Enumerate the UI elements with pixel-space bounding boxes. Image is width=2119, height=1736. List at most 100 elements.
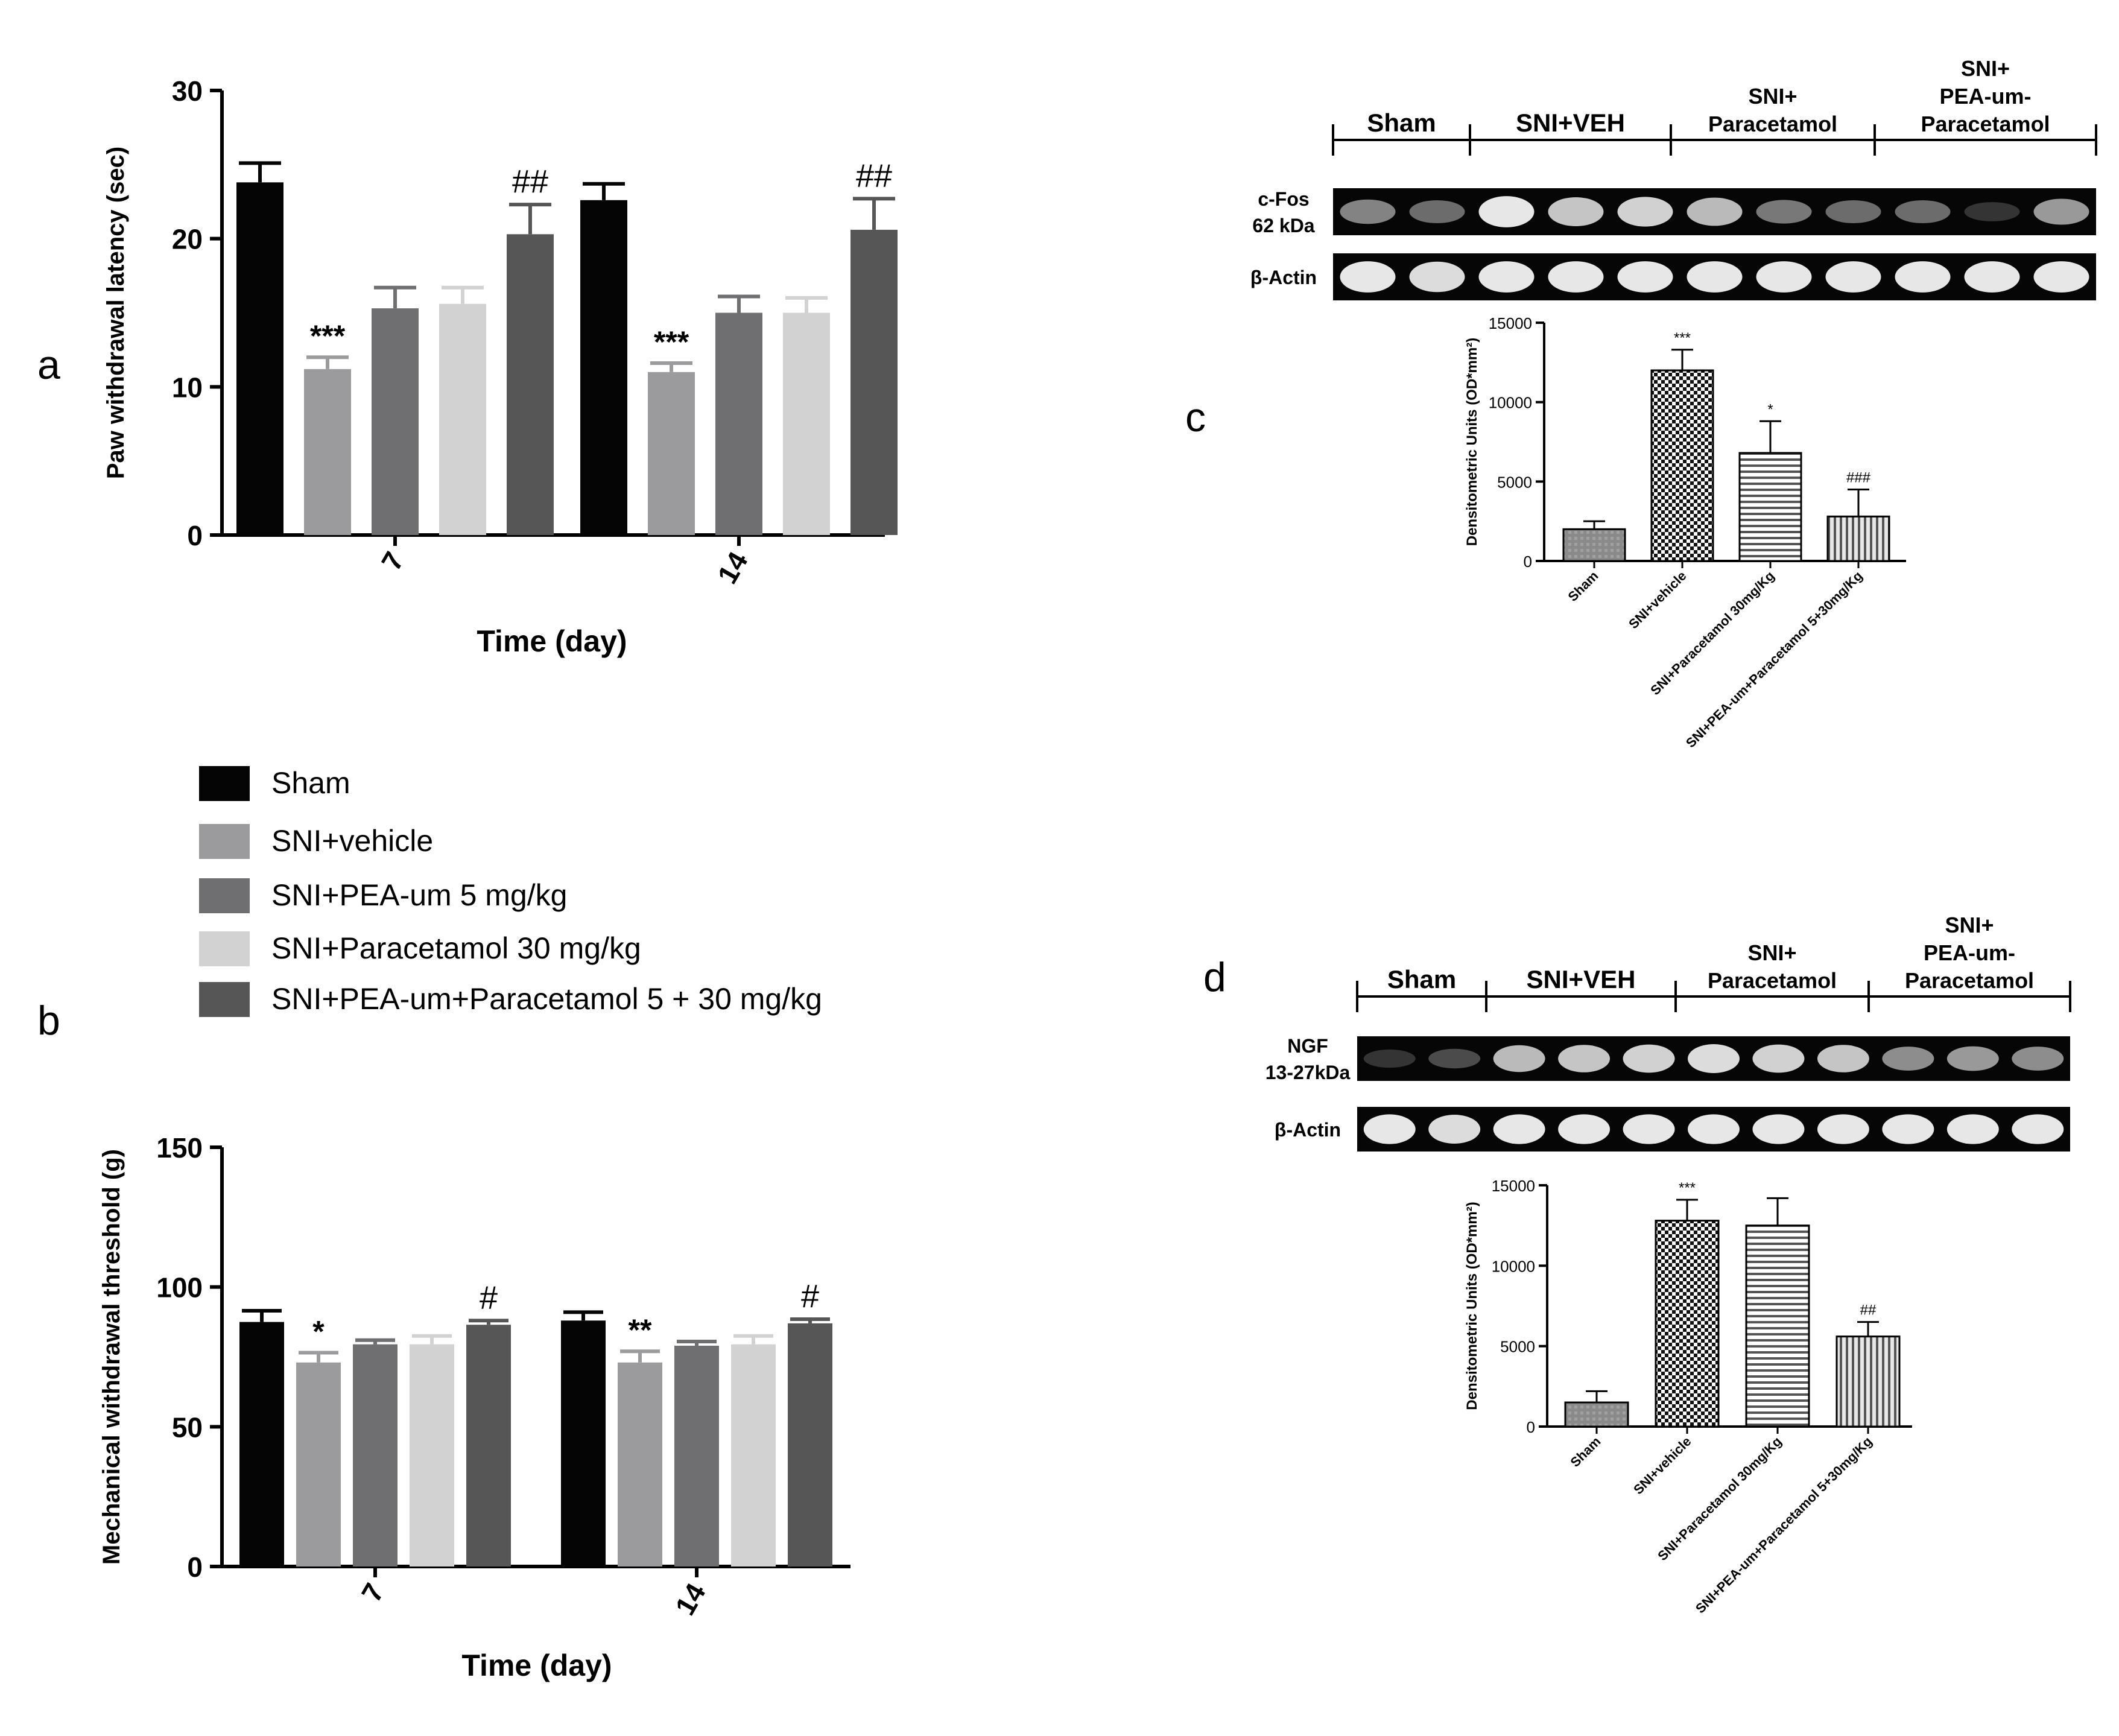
blot-band <box>1825 261 1881 293</box>
x-tick-label: 7 <box>375 546 410 575</box>
bar <box>372 308 419 535</box>
blot-row-label: β-Actin <box>1275 1119 1341 1141</box>
y-tick-label: 0 <box>187 1551 203 1583</box>
significance-label: * <box>312 1315 325 1349</box>
x-tick-label: SNI+vehicle <box>1626 568 1689 632</box>
bar <box>1564 1401 1629 1428</box>
significance-label: ## <box>512 163 548 200</box>
bar <box>715 312 762 535</box>
blot-band <box>1687 261 1743 293</box>
y-tick-label: 10 <box>172 372 203 403</box>
bar <box>783 312 830 535</box>
blot-band <box>1363 1114 1416 1144</box>
bar <box>1745 1224 1810 1428</box>
x-tick-label: 14 <box>669 1578 712 1621</box>
blot-band <box>1946 1114 1999 1144</box>
x-tick-label: Sham <box>1565 568 1601 604</box>
bar <box>236 182 283 535</box>
bar <box>618 1362 662 1567</box>
y-tick-label: 5000 <box>1497 473 1532 491</box>
bar <box>731 1344 776 1567</box>
bar <box>561 1320 606 1567</box>
bar <box>507 234 554 535</box>
bar <box>1655 1220 1720 1428</box>
blot-band <box>1895 261 1951 293</box>
blot-band <box>1895 200 1951 224</box>
blot-band <box>1617 261 1673 293</box>
chart-panel-c: 0 5000 10000 15000 Densitometric Units (OD*m… <box>1464 314 1906 750</box>
blot-group-label: SNI+ PEA-um-Paracetamol <box>1905 913 2034 993</box>
blot-group-label: SNI+ PEA-um-Paracetamol <box>1921 56 2050 136</box>
x-tick-label: Sham <box>1567 1434 1603 1470</box>
panel-label-c: c <box>1185 394 1206 440</box>
legend-label: SNI+PEA-um+Paracetamol 5 + 30 mg/kg <box>271 982 822 1016</box>
significance-label: *** <box>310 319 346 353</box>
blot-band <box>1756 261 1812 293</box>
chart-legend: Sham SNI+vehicle SNI+PEA-um 5 mg/kg SNI+Par… <box>199 766 822 1017</box>
western-blot-d: Sham SNI+VEH SNI+ Paracetamol SNI+ PEA-um-Par… <box>1265 913 2071 1152</box>
blot-band <box>1558 1045 1611 1072</box>
x-tick-label: 14 <box>711 546 754 589</box>
blot-band <box>1548 197 1604 227</box>
blot-group-label: Sham <box>1387 965 1456 993</box>
blot-group-label: SNI+VEH <box>1527 965 1636 993</box>
blot-band <box>1428 1115 1481 1144</box>
blot-band <box>1817 1114 1869 1144</box>
blot-band <box>1623 1044 1675 1073</box>
blot-band <box>1617 197 1673 227</box>
x-axis-label: Time (day) <box>461 1649 612 1682</box>
blot-row-label: c-Fos 62 kDa <box>1252 188 1314 236</box>
blot-band <box>1340 199 1396 224</box>
y-axis-label: Mechanical withdrawal threshold (g) <box>98 1149 125 1565</box>
chart-panel-b: 0 50 100 150 Mechanical withdrawal threshold… <box>98 1132 850 1682</box>
western-blot-c: Sham SNI+VEH SNI+ Paracetamol SNI+ PEA-um-Par… <box>1250 56 2097 300</box>
blot-band <box>1478 261 1535 293</box>
bar <box>239 1322 284 1567</box>
blot-band <box>1493 1114 1545 1144</box>
y-tick-label: 10000 <box>1489 394 1532 412</box>
blot-row-label: β-Actin <box>1250 267 1317 288</box>
bar <box>439 303 486 535</box>
blot-group-label: Sham <box>1367 109 1436 137</box>
blot-band <box>1882 1114 1934 1144</box>
y-tick-label: 0 <box>1527 1418 1535 1436</box>
blot-row-label: NGF 13-27kDa <box>1265 1035 1351 1083</box>
legend-swatch <box>199 931 250 966</box>
y-axis-label: Paw withdrawal latency (sec) <box>103 147 129 479</box>
bar <box>788 1323 832 1567</box>
x-tick-label: 7 <box>355 1578 390 1607</box>
y-tick-label: 0 <box>187 520 203 551</box>
bar <box>674 1345 719 1567</box>
bar <box>580 200 627 535</box>
y-axis-label: Densitometric Units (OD*mm²) <box>1464 1202 1480 1410</box>
blot-group-label: SNI+ Paracetamol <box>1708 940 1837 993</box>
significance-label: * <box>1767 401 1773 417</box>
panel-label-b: b <box>37 998 60 1044</box>
bar <box>1562 528 1626 562</box>
bar <box>304 369 351 535</box>
significance-label: # <box>480 1279 498 1316</box>
bar <box>1738 452 1802 562</box>
y-axis-label: Densitometric Units (OD*mm²) <box>1464 338 1480 546</box>
blot-band <box>1409 200 1465 224</box>
legend-label: SNI+PEA-um 5 mg/kg <box>271 878 567 912</box>
panel-label-d: d <box>1203 954 1226 1000</box>
blot-band <box>1825 200 1881 224</box>
bar <box>850 229 898 535</box>
blot-band <box>1817 1045 1869 1072</box>
bar <box>648 372 695 535</box>
blot-band <box>1548 261 1604 293</box>
y-tick-label: 100 <box>156 1272 203 1304</box>
x-tick-label: SNI+PEA-um+Paracetamol 5+30mg/Kg <box>1683 568 1866 751</box>
bar <box>296 1362 341 1567</box>
significance-label: ## <box>856 157 892 194</box>
y-tick-label: 15000 <box>1492 1177 1535 1195</box>
blot-band <box>1756 200 1812 224</box>
bar <box>1826 515 1890 562</box>
legend-swatch <box>199 878 250 913</box>
significance-label: ** <box>629 1313 652 1347</box>
legend-label: SNI+Paracetamol 30 mg/kg <box>271 931 641 965</box>
y-tick-label: 0 <box>1524 553 1532 571</box>
blot-group-label: SNI+ Paracetamol <box>1708 84 1837 136</box>
blot-band <box>1752 1114 1805 1144</box>
